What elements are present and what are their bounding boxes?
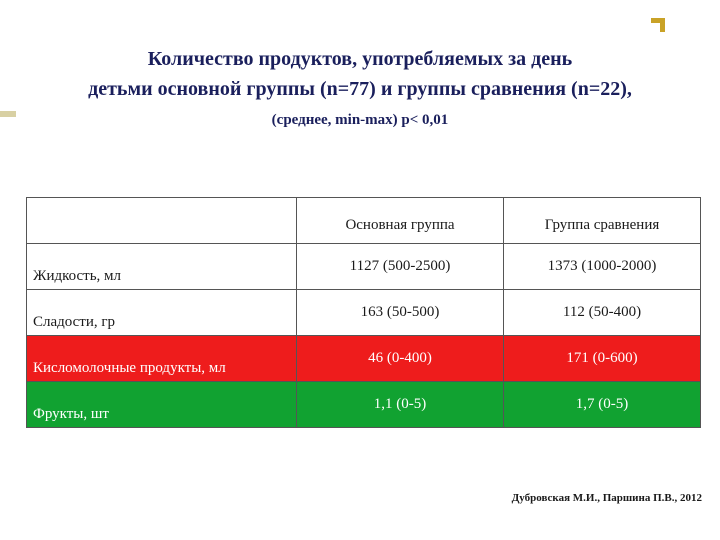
table-row: Жидкость, мл 1127 (500-2500) 1373 (1000-… [26, 243, 701, 290]
row-compare-value: 171 (0-600) [503, 335, 701, 382]
title-line-2: детьми основной группы (n=77) и группы с… [88, 78, 632, 100]
row-main-value: 1,1 (0-5) [296, 381, 504, 428]
author-citation: Дубровская М.И., Паршина П.В., 2012 [511, 492, 702, 504]
row-compare-value: 1373 (1000-2000) [503, 243, 701, 290]
row-label: Сладости, гр [26, 289, 297, 336]
row-label: Фрукты, шт [26, 381, 297, 428]
header-cell-empty [26, 197, 297, 244]
row-label: Жидкость, мл [26, 243, 297, 290]
slide-title: Количество продуктов, употребляемых за д… [0, 44, 720, 104]
row-label: Кисломолочные продукты, мл [26, 335, 297, 382]
table-row: Сладости, гр 163 (50-500) 112 (50-400) [26, 289, 701, 336]
row-compare-value: 1,7 (0-5) [503, 381, 701, 428]
corner-bracket-decoration [651, 18, 665, 32]
row-main-value: 163 (50-500) [296, 289, 504, 336]
row-main-value: 1127 (500-2500) [296, 243, 504, 290]
table-row-highlight-green: Фрукты, шт 1,1 (0-5) 1,7 (0-5) [26, 381, 701, 428]
row-compare-value: 112 (50-400) [503, 289, 701, 336]
table-header-row: Основная группа Группа сравнения [26, 197, 701, 244]
table-row-highlight-red: Кисломолочные продукты, мл 46 (0-400) 17… [26, 335, 701, 382]
row-main-value: 46 (0-400) [296, 335, 504, 382]
products-table: Основная группа Группа сравнения Жидкост… [26, 197, 701, 428]
header-cell-main-group: Основная группа [296, 197, 504, 244]
header-cell-comparison-group: Группа сравнения [503, 197, 701, 244]
slide-subtitle: (среднее, min-max) p< 0,01 [271, 112, 449, 128]
side-accent-bar [0, 111, 16, 117]
title-line-1: Количество продуктов, употребляемых за д… [147, 48, 573, 70]
